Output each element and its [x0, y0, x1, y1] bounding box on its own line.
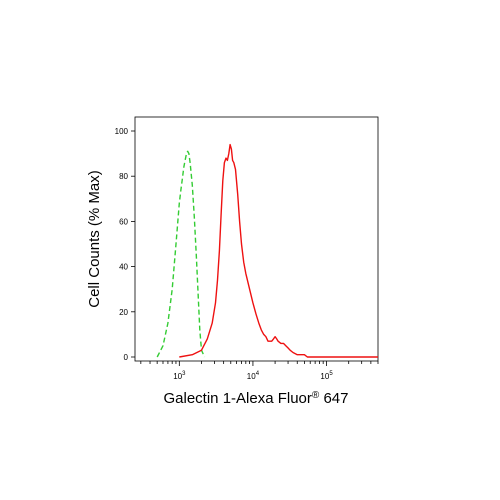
- x-tick-label: 103: [173, 371, 186, 381]
- plot-frame: [134, 116, 379, 362]
- y-axis-ticks: 0 20 40 60 80 100: [115, 127, 135, 362]
- y-tick-label: 20: [119, 308, 128, 317]
- y-tick-label: 80: [119, 172, 128, 181]
- x-axis-ticks: 103 104 105: [140, 361, 379, 381]
- y-tick-label: 60: [119, 217, 128, 226]
- x-axis-title: Galectin 1-Alexa Fluor® 647: [164, 390, 349, 407]
- y-tick-label: 0: [124, 353, 129, 362]
- x-tick-label: 104: [247, 371, 260, 381]
- isotype-control-series-line: [156, 150, 206, 358]
- series-layer: [156, 143, 378, 358]
- x-tick-label: 105: [320, 371, 333, 381]
- x-axis-title-main: Galectin 1-Alexa Fluor: [164, 390, 312, 407]
- y-tick-label: 100: [115, 127, 129, 136]
- galectin-1-series-line: [179, 143, 378, 358]
- y-tick-label: 40: [119, 263, 128, 272]
- y-axis-title: Cell Counts (% Max): [86, 170, 103, 308]
- x-axis-title-suffix: 647: [319, 390, 348, 407]
- x-axis-title-registered-mark: ®: [312, 390, 320, 401]
